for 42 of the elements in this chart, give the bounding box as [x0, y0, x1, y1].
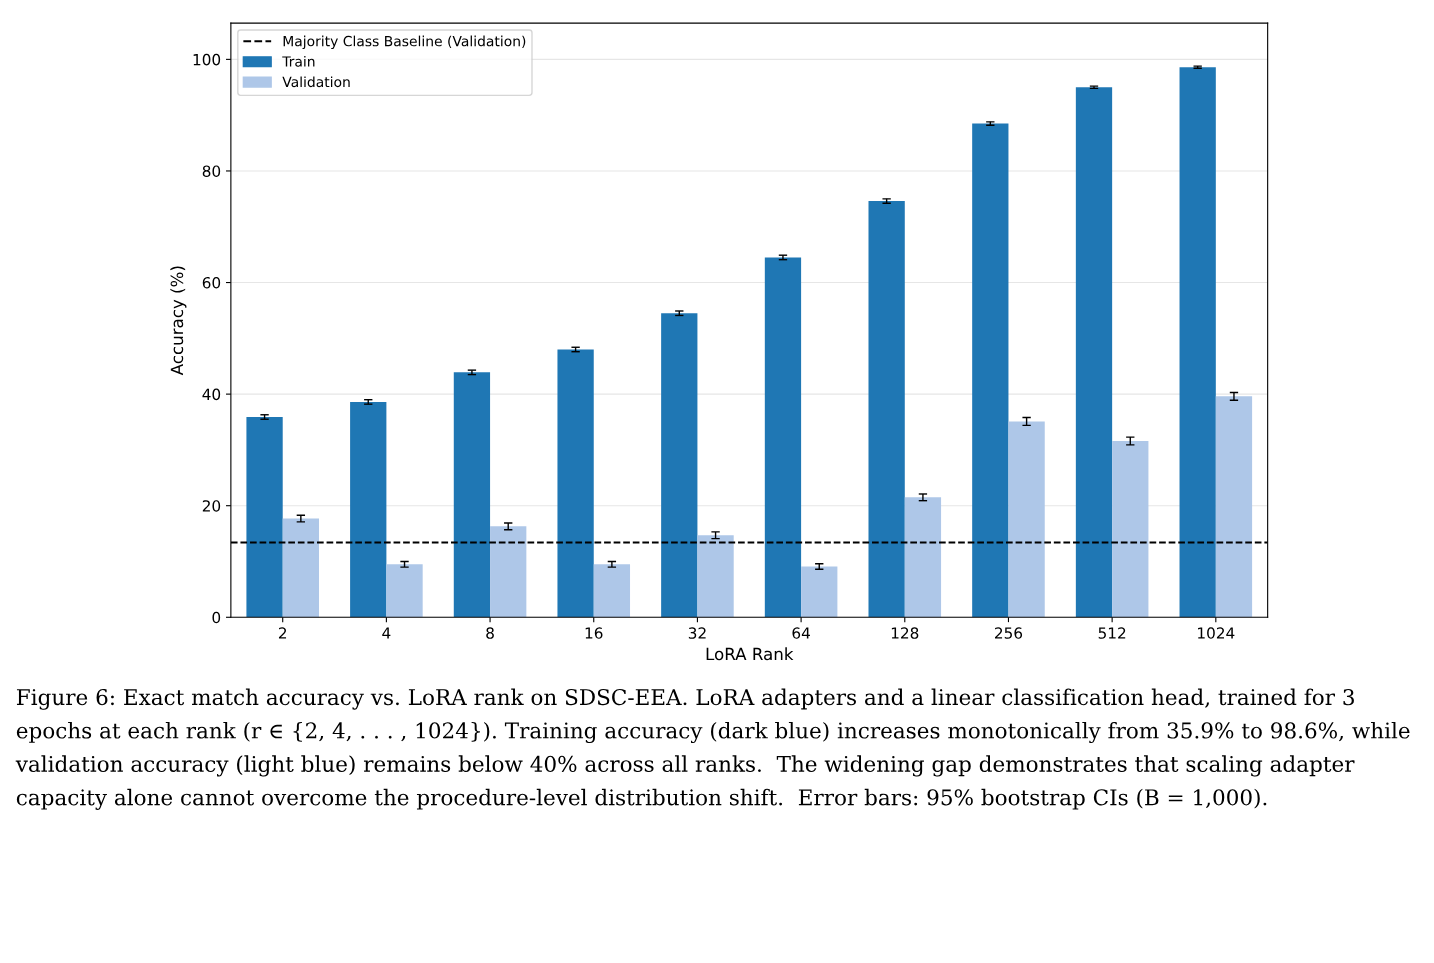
bar — [868, 201, 905, 618]
x-tick-label: 2 — [278, 627, 287, 639]
x-tick-label: 32 — [688, 627, 706, 639]
bar — [661, 313, 698, 618]
y-axis-title: Accuracy (%) — [170, 266, 187, 376]
x-tick-label: 16 — [585, 627, 603, 639]
bar — [764, 257, 802, 618]
bar — [490, 526, 527, 618]
bar — [246, 416, 283, 618]
y-tick-label: 0 — [212, 611, 221, 624]
legend-label: Validation — [282, 76, 350, 88]
bar — [697, 535, 734, 618]
bar — [801, 566, 838, 618]
bar — [1179, 67, 1216, 618]
x-axis-title: LoRA Rank — [706, 647, 794, 661]
bar — [453, 372, 491, 618]
bar — [282, 518, 319, 618]
bar — [1112, 440, 1149, 618]
y-tick-label: 100 — [193, 53, 221, 66]
bar — [904, 497, 942, 618]
bar — [557, 349, 594, 618]
bar — [386, 564, 423, 618]
bar — [593, 564, 631, 618]
legend-label: Train — [282, 56, 315, 67]
x-tick-label: 256 — [995, 627, 1023, 639]
x-tick-label: 4 — [382, 627, 391, 639]
x-tick-label: 64 — [792, 627, 810, 639]
bar — [1008, 421, 1045, 618]
y-tick-label: 60 — [202, 277, 221, 289]
x-tick-label: 1024 — [1198, 627, 1235, 639]
bar — [1075, 87, 1113, 618]
y-tick-label: 80 — [202, 165, 221, 177]
bar — [1215, 396, 1253, 618]
y-tick-label: 20 — [202, 500, 221, 512]
x-tick-label: 8 — [486, 627, 494, 639]
y-tick-label: 40 — [202, 388, 221, 401]
legend-label: Majority Class Baseline (Validation) — [283, 35, 526, 50]
caption: Figure 6: Exact match accuracy vs. LoRA rank on SDSC-EEA. LoRA adapters and a linear classification head, trained for 3 epochs at each rank (r ∈ {2, 4, . . . , 1024}). Training accuracy (dark blue) increases monotonically from 35.9% to 98.6%, while validation accuracy (light blue) remains below 40% across all ranks. The widening gap demonstrates that scaling adapter capacity alone cannot overcome the procedure-level distribution shift. Error bars: 95% bootstrap CIs (B = 1,000). — [15, 688, 1410, 810]
bar — [972, 123, 1009, 618]
x-tick-label: 128 — [891, 627, 919, 639]
bar — [350, 401, 387, 618]
x-tick-label: 512 — [1098, 627, 1126, 639]
